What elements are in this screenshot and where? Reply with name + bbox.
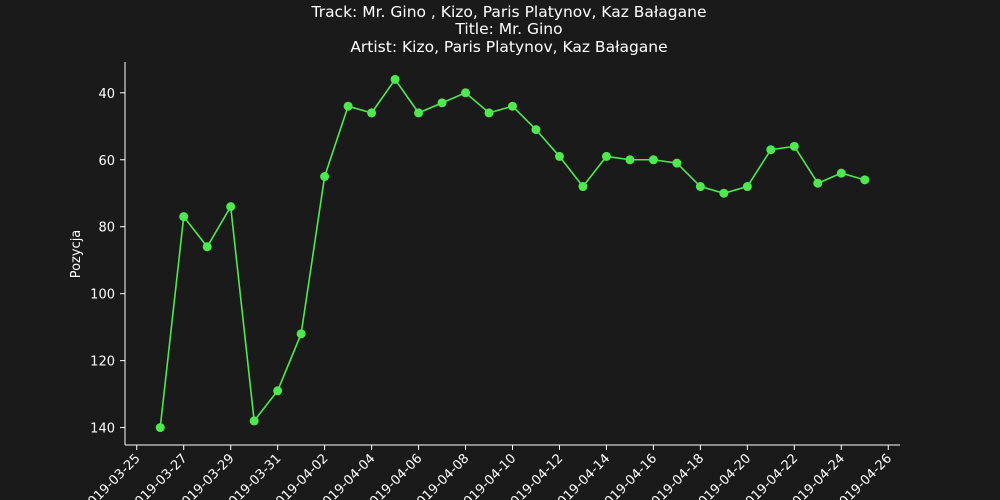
point	[860, 175, 870, 185]
point	[155, 423, 165, 433]
point	[461, 88, 471, 98]
y-tick-label: 60	[98, 154, 115, 169]
line	[159, 78, 865, 428]
point	[742, 182, 752, 192]
point	[766, 145, 776, 155]
point	[320, 171, 330, 181]
point	[836, 168, 846, 178]
point	[437, 98, 447, 108]
point	[789, 141, 799, 151]
point	[531, 125, 541, 135]
y-tick-label: 120	[90, 355, 115, 370]
point	[648, 155, 658, 165]
point	[179, 212, 189, 222]
chart-title: Title: Mr. Gino	[454, 20, 562, 38]
x-tick-label: 2019-03-25	[80, 451, 144, 500]
point	[719, 188, 729, 198]
point	[390, 74, 400, 84]
point	[296, 329, 306, 339]
y-tick-label: 140	[90, 422, 115, 437]
point	[672, 158, 682, 168]
point	[484, 108, 494, 118]
point	[695, 182, 705, 192]
y-tick-label: 80	[98, 221, 115, 236]
point	[625, 155, 635, 165]
point	[508, 101, 517, 111]
point	[202, 242, 212, 252]
y-tick-label: 100	[90, 288, 115, 303]
point	[226, 202, 236, 212]
point	[343, 101, 353, 111]
point	[414, 108, 424, 118]
point	[578, 182, 588, 192]
chart-title: Artist: Kizo, Paris Platynov, Kaz Bałaga…	[350, 38, 667, 56]
point	[249, 416, 259, 426]
y-axis-label: Pozycja	[69, 230, 84, 279]
chart-title: Track: Mr. Gino , Kizo, Paris Platynov, …	[311, 3, 707, 21]
point	[601, 151, 611, 161]
point	[813, 178, 823, 188]
point	[554, 151, 564, 161]
y-tick-label: 40	[98, 87, 115, 102]
point	[367, 108, 377, 118]
point	[273, 386, 283, 396]
